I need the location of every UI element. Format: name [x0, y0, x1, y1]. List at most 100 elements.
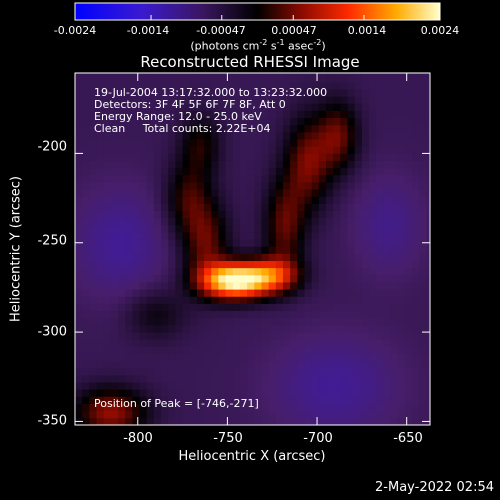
heatmap-cell [132, 374, 140, 383]
heatmap-cell [290, 160, 298, 169]
heatmap-cell [261, 181, 270, 190]
heatmap-cell [161, 203, 169, 211]
heatmap-cell [89, 139, 97, 147]
heatmap-cell [318, 131, 327, 140]
heatmap-cell [232, 396, 241, 404]
heatmap-cell [218, 260, 227, 269]
heatmap-cell [268, 81, 277, 90]
heatmap-cell [390, 139, 399, 147]
heatmap-cell [146, 74, 155, 83]
heatmap-cell [268, 203, 277, 211]
heatmap-cell [426, 139, 430, 147]
heatmap-cell [354, 260, 363, 269]
heatmap-cell [211, 153, 219, 161]
heatmap-cell [311, 310, 320, 319]
heatmap-cell [218, 417, 227, 425]
heatmap-cell [268, 96, 277, 104]
heatmap-cell [404, 303, 413, 312]
heatmap-cell [161, 324, 169, 333]
heatmap-cell [225, 146, 234, 154]
heatmap-cell [304, 310, 313, 319]
heatmap-cell [89, 203, 97, 211]
heatmap-cell [290, 389, 298, 397]
heatmap-cell [89, 110, 97, 119]
heatmap-cell [297, 382, 305, 390]
heatmap-cell [326, 110, 334, 119]
heatmap-cell [297, 124, 305, 133]
heatmap-cell [103, 260, 112, 269]
heatmap-cell [125, 367, 133, 376]
heatmap-cell [383, 382, 391, 390]
heatmap-cell [153, 296, 162, 304]
heatmap-cell [347, 396, 356, 404]
heatmap-cell [89, 253, 97, 262]
heatmap-cell [175, 303, 183, 312]
heatmap-cell [404, 382, 413, 390]
heatmap-cell [354, 103, 363, 111]
heatmap-cell [96, 160, 105, 169]
heatmap-cell [168, 360, 176, 369]
colorbar-ticks [74, 15, 441, 20]
heatmap-cell [290, 289, 298, 297]
heatmap-cell [340, 117, 348, 126]
heatmap-cell [218, 131, 227, 140]
heatmap-cell [189, 160, 198, 169]
heatmap-cell [311, 103, 320, 111]
heatmap-cell [125, 124, 133, 133]
heatmap-cell [390, 81, 399, 90]
heatmap-cell [247, 217, 255, 226]
heatmap-cell [232, 89, 241, 97]
heatmap-cell [239, 289, 248, 297]
heatmap-cell [218, 146, 227, 154]
heatmap-cell [204, 117, 212, 126]
heatmap-cell [204, 167, 212, 176]
heatmap-cell [290, 189, 298, 197]
heatmap-cell [268, 310, 277, 319]
heatmap-cell [282, 89, 291, 97]
heatmap-cell [211, 389, 219, 397]
heatmap-cell [75, 260, 83, 269]
heatmap-cell [139, 146, 148, 154]
heatmap-cell [268, 110, 277, 119]
heatmap-cell [354, 74, 363, 83]
heatmap-cell [426, 303, 430, 312]
heatmap-cell [347, 217, 356, 226]
heatmap-cell [89, 417, 97, 425]
heatmap-cell [412, 89, 420, 97]
heatmap-cell [304, 260, 313, 269]
heatmap-cell [333, 367, 341, 376]
heatmap-cell [412, 282, 420, 290]
heatmap-cell [404, 310, 413, 319]
heatmap-cell [125, 174, 133, 183]
heatmap-cell [225, 96, 234, 104]
heatmap-cell [290, 267, 298, 276]
heatmap-cell [340, 74, 348, 83]
heatmap-cell [318, 296, 327, 304]
heatmap-cell [225, 131, 234, 140]
heatmap-cell [311, 339, 320, 347]
heatmap-cell [390, 282, 399, 290]
heatmap-cell [297, 74, 305, 83]
heatmap-cell [218, 267, 227, 276]
heatmap-cell [110, 310, 119, 319]
heatmap-cell [376, 124, 384, 133]
heatmap-cell [75, 282, 83, 290]
heatmap-cell [82, 260, 90, 269]
heatmap-cell [82, 374, 90, 383]
heatmap-cell [225, 360, 234, 369]
heatmap-cell [426, 217, 430, 226]
heatmap-cell [282, 310, 291, 319]
heatmap-cell [225, 217, 234, 226]
heatmap-cell [275, 332, 284, 340]
heatmap-cell [118, 224, 126, 233]
heatmap-cell [383, 332, 391, 340]
heatmap-cell [232, 260, 241, 269]
heatmap-cell [426, 382, 430, 390]
heatmap-cell [232, 303, 241, 312]
heatmap-cell [118, 296, 126, 304]
heatmap-cell [390, 89, 399, 97]
heatmap-cell [404, 146, 413, 154]
heatmap-cell [146, 124, 155, 133]
heatmap-cell [397, 253, 406, 262]
heatmap [75, 73, 430, 425]
